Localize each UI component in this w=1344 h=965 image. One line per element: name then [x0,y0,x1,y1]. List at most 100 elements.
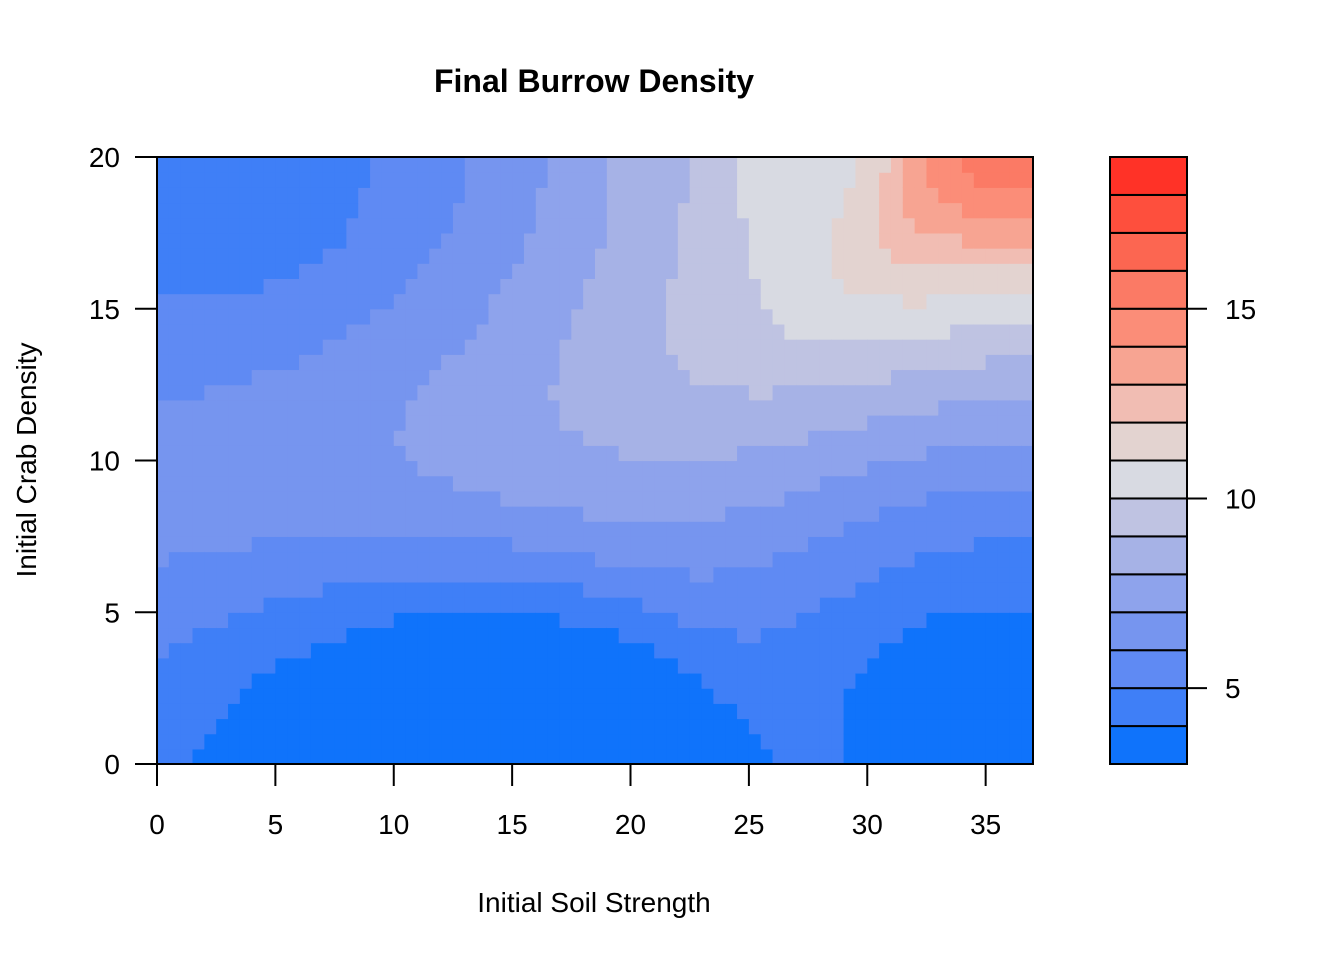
heatmap-cell [926,688,939,704]
heatmap-cell [204,748,217,765]
heatmap-cell [606,414,620,431]
heatmap-cell [748,748,762,765]
heatmap-cell [322,354,336,371]
color-legend-swatch [1109,611,1188,652]
heatmap-cell [606,172,620,188]
heatmap-cell [523,642,537,659]
heatmap-cell [168,308,182,325]
heatmap-cell [796,232,809,249]
heatmap-cell [512,566,525,583]
heatmap-cell [701,384,714,401]
heatmap-cell [180,369,194,386]
heatmap-cell [973,354,987,371]
heatmap-cell [322,475,336,492]
heatmap-cell [713,399,726,416]
heatmap-cell [275,248,288,264]
heatmap-cell [275,688,288,704]
heatmap-cell [216,384,229,401]
heatmap-cell [180,414,194,431]
heatmap-cell [500,521,513,537]
heatmap-cell [961,672,975,689]
heatmap-cell [725,627,738,644]
heatmap-cell [808,369,821,386]
heatmap-cell [583,703,596,720]
heatmap-cell [239,232,253,249]
heatmap-cell [346,460,359,477]
heatmap-cell [855,172,868,188]
heatmap-cell [606,445,620,462]
heatmap-cell [322,536,336,553]
heatmap-cell [666,566,679,583]
heatmap-cell [606,369,620,386]
heatmap-cell [310,157,324,173]
heatmap-cell [547,718,561,735]
heatmap-cell [523,490,537,507]
heatmap-cell [938,430,951,446]
heatmap-cell [583,718,596,735]
heatmap-cell [914,232,928,249]
heatmap-cell [370,399,383,416]
heatmap-cell [157,187,170,204]
heatmap-cell [299,354,312,371]
heatmap-cell [464,536,478,553]
heatmap-cell [476,536,490,553]
heatmap-cell [973,172,987,188]
heatmap-cell [204,597,217,613]
heatmap-cell [275,384,288,401]
heatmap-cell [630,506,643,522]
heatmap-cell [228,323,241,340]
heatmap-cell [180,263,194,279]
heatmap-cell [772,369,786,386]
heatmap-cell [1021,642,1034,659]
heatmap-cell [642,718,655,735]
heatmap-cell [192,354,205,371]
heatmap-cell [429,475,442,492]
heatmap-cell [595,399,608,416]
heatmap-cell [595,384,608,401]
heatmap-cell [701,399,714,416]
heatmap-cell [559,278,572,295]
heatmap-cell [926,399,939,416]
heatmap-cell [322,551,336,568]
heatmap-cell [914,551,928,568]
heatmap-cell [263,642,276,659]
heatmap-cell [938,703,951,720]
heatmap-cell [1021,748,1034,765]
heatmap-cell [890,460,904,477]
heatmap-cell [381,430,395,446]
heatmap-cell [204,490,217,507]
heatmap-cell [890,490,904,507]
heatmap-cell [1021,414,1034,431]
heatmap-cell [429,672,442,689]
heatmap-cell [405,248,419,264]
heatmap-cell [417,414,430,431]
heatmap-cell [961,506,975,522]
heatmap-cell [914,566,928,583]
heatmap-cell [938,551,951,568]
heatmap-cell [405,612,419,629]
heatmap-cell [275,612,288,629]
heatmap-cell [429,202,442,219]
heatmap-cell [239,490,253,507]
heatmap-cell [228,657,241,674]
heatmap-cell [263,293,276,310]
heatmap-cell [831,475,845,492]
heatmap-cell [168,399,182,416]
heatmap-cell [973,566,987,583]
heatmap-cell [737,460,750,477]
heatmap-cell [902,384,916,401]
heatmap-cell [180,187,194,204]
heatmap-cell [275,460,288,477]
heatmap-cell [819,399,833,416]
heatmap-cell [760,202,774,219]
heatmap-cell [228,263,241,279]
heatmap-cell [500,293,513,310]
heatmap-cell [358,217,371,234]
heatmap-cell [571,157,584,173]
heatmap-cell [701,430,714,446]
heatmap-cell [725,733,738,750]
heatmap-cell [299,612,312,629]
heatmap-cell [855,597,868,613]
heatmap-cell [819,536,833,553]
heatmap-cell [310,490,324,507]
